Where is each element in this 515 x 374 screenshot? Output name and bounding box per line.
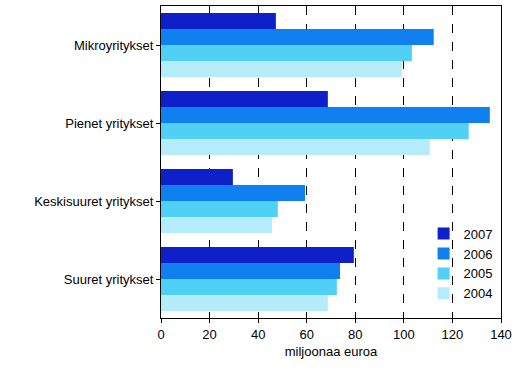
svg-text:miljoonaa euroa: miljoonaa euroa <box>285 344 378 359</box>
svg-text:Pienet yritykset: Pienet yritykset <box>65 116 154 131</box>
svg-text:100: 100 <box>393 327 415 342</box>
svg-text:80: 80 <box>348 327 362 342</box>
svg-text:Keskisuuret yritykset: Keskisuuret yritykset <box>34 194 154 209</box>
svg-text:2004: 2004 <box>464 286 493 301</box>
svg-text:60: 60 <box>299 327 313 342</box>
svg-text:0: 0 <box>157 327 164 342</box>
svg-text:2007: 2007 <box>464 227 493 242</box>
svg-text:2005: 2005 <box>464 266 493 281</box>
svg-text:20: 20 <box>202 327 216 342</box>
svg-text:40: 40 <box>251 327 265 342</box>
svg-text:140: 140 <box>490 327 512 342</box>
svg-text:120: 120 <box>442 327 464 342</box>
svg-text:Mikroyritykset: Mikroyritykset <box>74 38 154 53</box>
svg-text:2006: 2006 <box>464 247 493 262</box>
svg-text:Suuret yritykset: Suuret yritykset <box>64 272 154 287</box>
